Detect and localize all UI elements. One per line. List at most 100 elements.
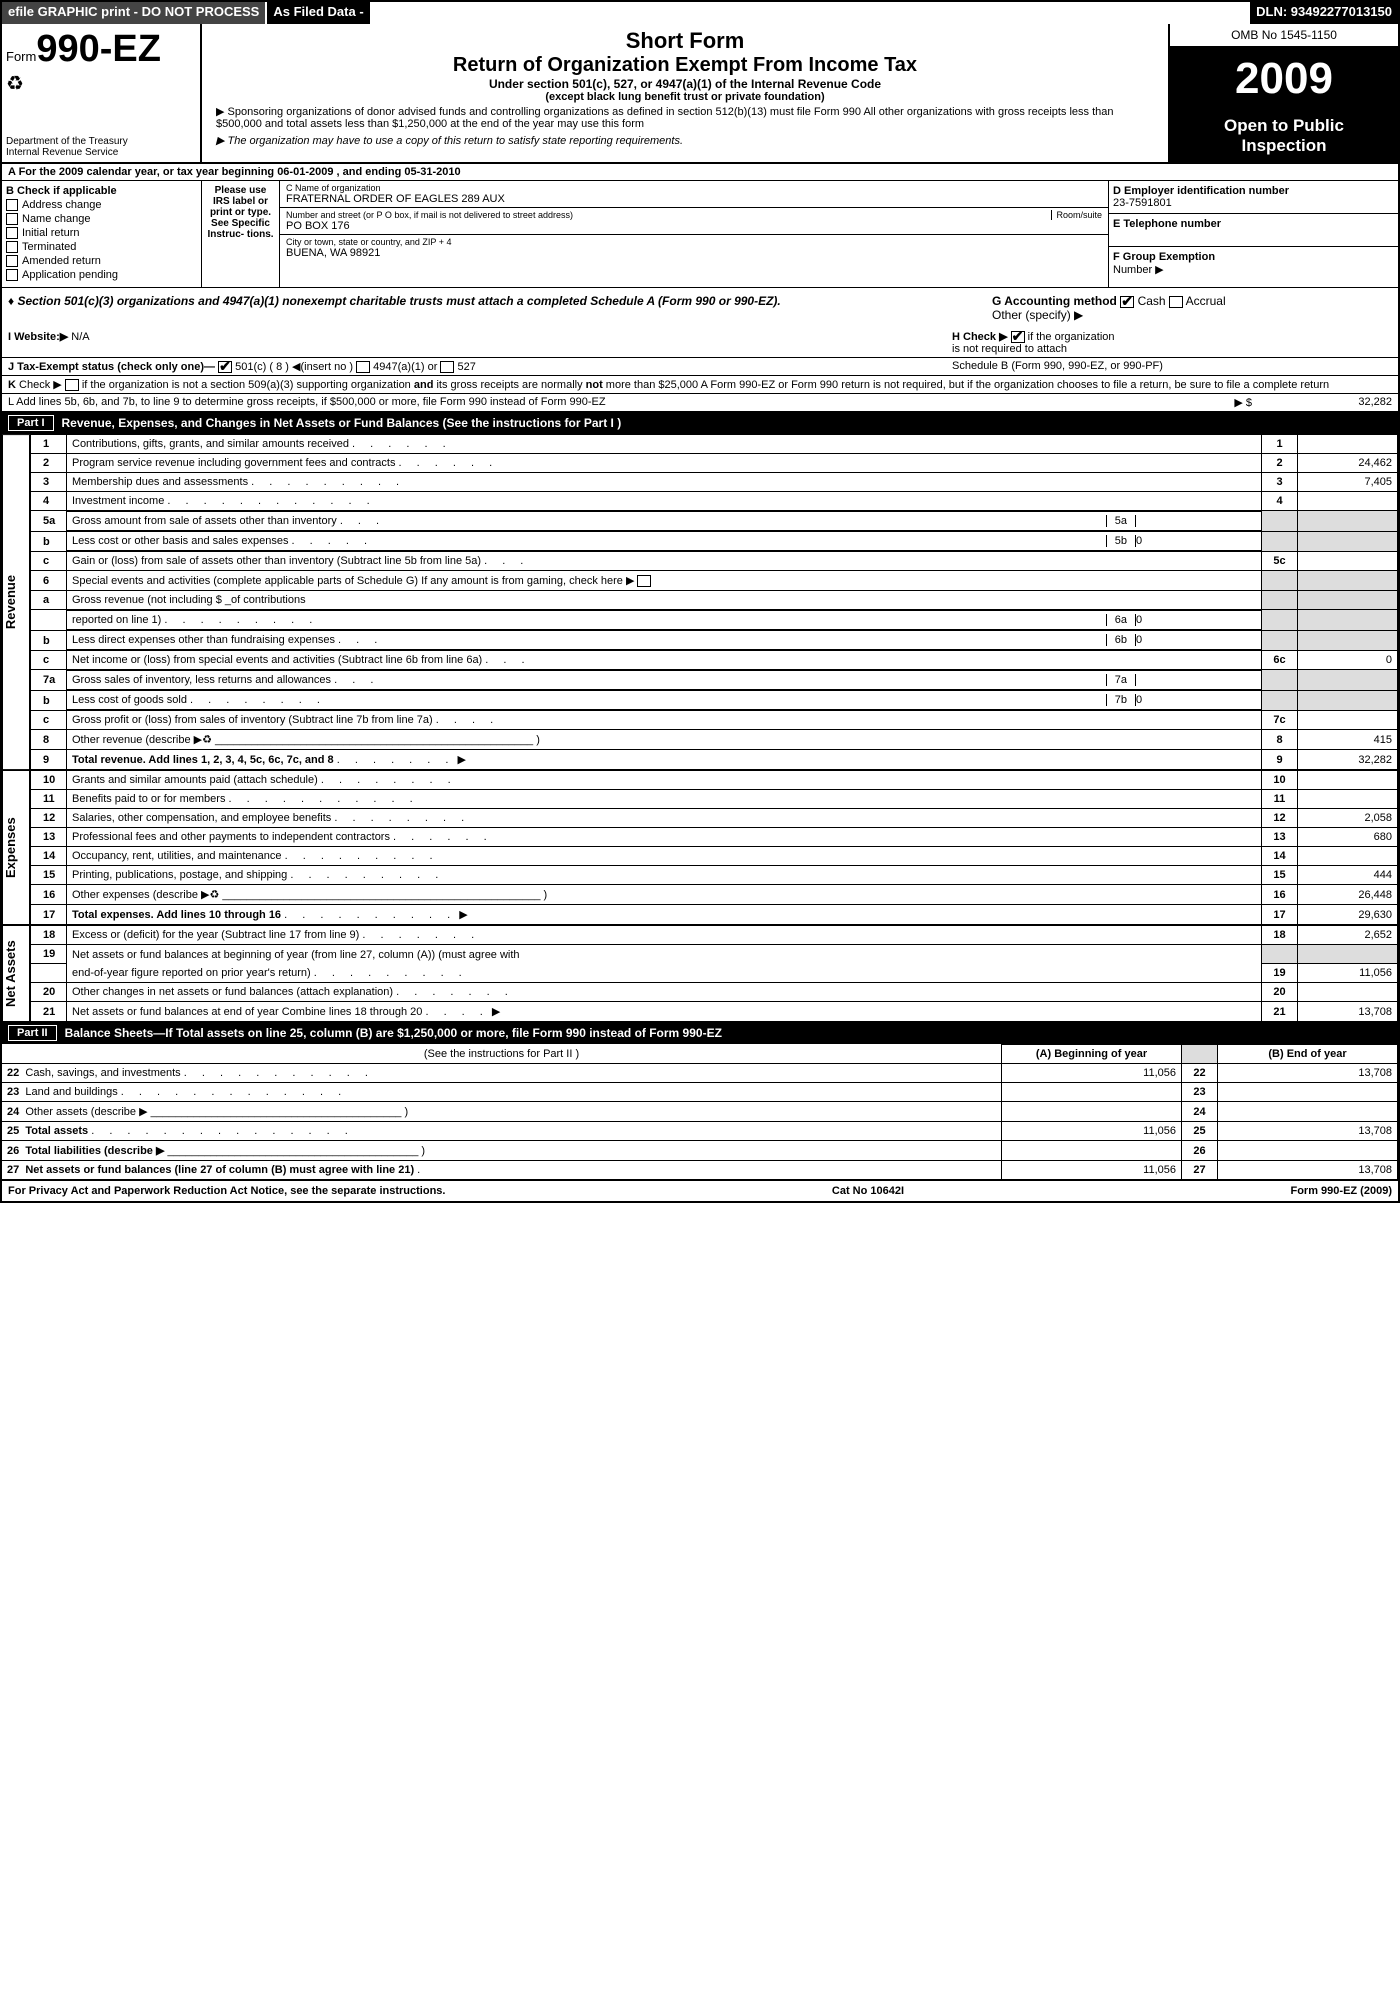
val-2: 24,462 <box>1298 454 1398 473</box>
topbar-mid: As Filed Data - <box>267 2 371 24</box>
footer-left: For Privacy Act and Paperwork Reduction … <box>8 1185 445 1197</box>
part-1-label: Part I <box>8 415 54 431</box>
cb-name[interactable]: Name change <box>6 213 197 225</box>
val-15: 444 <box>1298 866 1398 885</box>
val-22a: 11,056 <box>1002 1064 1182 1083</box>
website-value: N/A <box>71 331 89 343</box>
cb-501c[interactable] <box>218 361 232 373</box>
form-label: Form990-EZ <box>6 49 161 64</box>
topbar-left: efile GRAPHIC print - DO NOT PROCESS <box>2 2 267 24</box>
val-5b: 0 <box>1136 535 1256 547</box>
val-21: 13,708 <box>1298 1002 1398 1022</box>
line-k: K Check ▶ K Check ▶ if the organization … <box>2 376 1398 394</box>
cb-terminated[interactable]: Terminated <box>6 241 197 253</box>
label-column: Please use IRS label or print or type. S… <box>202 181 280 287</box>
val-27a: 11,056 <box>1002 1161 1182 1180</box>
part-1-header: Part I Revenue, Expenses, and Changes in… <box>2 412 1398 434</box>
cb-h[interactable] <box>1011 331 1025 343</box>
cb-address[interactable]: Address change <box>6 199 197 211</box>
val-16: 26,448 <box>1298 885 1398 905</box>
subtitle-2: (except black lung benefit trust or priv… <box>210 91 1160 103</box>
website-row: I Website:▶ N/A <box>8 330 952 355</box>
phone-cell: E Telephone number <box>1109 214 1398 247</box>
h-check: H Check ▶ if the organization is not req… <box>952 330 1392 355</box>
section-note-row: ♦ Section 501(c)(3) organizations and 49… <box>2 288 1398 328</box>
col-b-header: (B) End of year <box>1218 1045 1398 1064</box>
val-6b: 0 <box>1136 634 1256 646</box>
val-27b: 13,708 <box>1218 1161 1398 1180</box>
val-25a: 11,056 <box>1002 1122 1182 1141</box>
org-address: PO BOX 176 <box>286 220 1102 232</box>
cb-4947[interactable] <box>356 361 370 373</box>
cb-amended[interactable]: Amended return <box>6 255 197 267</box>
note-2: ▶ The organization may have to use a cop… <box>210 132 1160 149</box>
part2-sub: (See the instructions for Part II ) <box>2 1045 1002 1064</box>
cb-cash[interactable] <box>1120 296 1134 308</box>
cb-k[interactable] <box>65 379 79 391</box>
footer-mid: Cat No 10642I <box>832 1185 904 1197</box>
col-a-header: (A) Beginning of year <box>1002 1045 1182 1064</box>
revenue-label: Revenue <box>2 434 30 770</box>
val-19: 11,056 <box>1298 964 1398 983</box>
footer: For Privacy Act and Paperwork Reduction … <box>2 1180 1398 1201</box>
check-column: B Check if applicable Address change Nam… <box>2 181 202 287</box>
note-1: ▶ Sponsoring organizations of donor advi… <box>210 103 1160 132</box>
line-j: J Tax-Exempt status (check only one)— 50… <box>2 358 1398 376</box>
line-l-value: 32,282 <box>1252 396 1392 409</box>
netassets-label: Net Assets <box>2 925 30 1022</box>
topbar-dln: DLN: 93492277013150 <box>1250 2 1398 24</box>
ein: 23-7591801 <box>1113 197 1394 209</box>
val-3: 7,405 <box>1298 473 1398 492</box>
cb-accrual[interactable] <box>1169 296 1183 308</box>
org-name-cell: C Name of organization FRATERNAL ORDER O… <box>280 181 1108 208</box>
header-mid: Short Form Return of Organization Exempt… <box>202 24 1168 162</box>
expenses-table: 10Grants and similar amounts paid (attac… <box>30 770 1398 925</box>
form-page: efile GRAPHIC print - DO NOT PROCESS As … <box>0 0 1400 1203</box>
balance-sheet-table: (See the instructions for Part II ) (A) … <box>2 1044 1398 1180</box>
check-header: B Check if applicable <box>6 185 197 197</box>
line-l: L Add lines 5b, 6b, and 7b, to line 9 to… <box>2 394 1398 412</box>
val-17: 29,630 <box>1298 905 1398 925</box>
cb-527[interactable] <box>440 361 454 373</box>
line-i-h: I Website:▶ N/A H Check ▶ if the organiz… <box>2 328 1398 358</box>
header-left: Form990-EZ ♻ Department of the Treasury … <box>2 24 202 162</box>
schedule-b-note: Schedule B (Form 990, 990-EZ, or 990-PF) <box>952 360 1392 373</box>
title: Return of Organization Exempt From Incom… <box>210 54 1160 77</box>
recycle-icon: ♻ <box>6 71 196 96</box>
val-25b: 13,708 <box>1218 1122 1398 1141</box>
val-7b: 0 <box>1136 694 1256 706</box>
header: Form990-EZ ♻ Department of the Treasury … <box>2 24 1398 164</box>
top-bar: efile GRAPHIC print - DO NOT PROCESS As … <box>2 2 1398 24</box>
val-6a: 0 <box>1136 614 1256 626</box>
org-name: FRATERNAL ORDER OF EAGLES 289 AUX <box>286 193 1102 205</box>
dept-1: Department of the Treasury <box>6 136 196 147</box>
expenses-label: Expenses <box>2 770 30 925</box>
cb-pending[interactable]: Application pending <box>6 269 197 281</box>
cb-gaming[interactable] <box>637 575 651 587</box>
cb-initial[interactable]: Initial return <box>6 227 197 239</box>
subtitle-1: Under section 501(c), 527, or 4947(a)(1)… <box>210 77 1160 91</box>
dept-2: Internal Revenue Service <box>6 147 196 158</box>
row-a: A For the 2009 calendar year, or tax yea… <box>2 164 1398 181</box>
header-right: OMB No 1545-1150 2009 Open to Public Ins… <box>1168 24 1398 162</box>
right-column: D Employer identification number 23-7591… <box>1108 181 1398 287</box>
g-accounting: G Accounting method Cash Accrual Other (… <box>992 294 1392 322</box>
org-addr-cell: Number and street (or P O box, if mail i… <box>280 208 1108 235</box>
val-6c: 0 <box>1298 651 1398 670</box>
expenses-section: Expenses 10Grants and similar amounts pa… <box>2 770 1398 925</box>
part-2-header: Part II Balance Sheets—If Total assets o… <box>2 1022 1398 1044</box>
netassets-table: 18Excess or (deficit) for the year (Subt… <box>30 925 1398 1022</box>
org-block: B Check if applicable Address change Nam… <box>2 181 1398 288</box>
form-number: 990-EZ <box>36 28 161 70</box>
part-2-label: Part II <box>8 1025 57 1041</box>
section-501-note: ♦ Section 501(c)(3) organizations and 49… <box>8 294 992 322</box>
val-18: 2,652 <box>1298 926 1398 945</box>
val-22b: 13,708 <box>1218 1064 1398 1083</box>
tax-year: 2009 <box>1170 48 1398 110</box>
ein-cell: D Employer identification number 23-7591… <box>1109 181 1398 214</box>
revenue-table: 1Contributions, gifts, grants, and simil… <box>30 434 1398 770</box>
group-cell: F Group Exemption Number ▶ <box>1109 247 1398 287</box>
val-9: 32,282 <box>1298 750 1398 770</box>
org-city-cell: City or town, state or country, and ZIP … <box>280 235 1108 261</box>
val-12: 2,058 <box>1298 809 1398 828</box>
